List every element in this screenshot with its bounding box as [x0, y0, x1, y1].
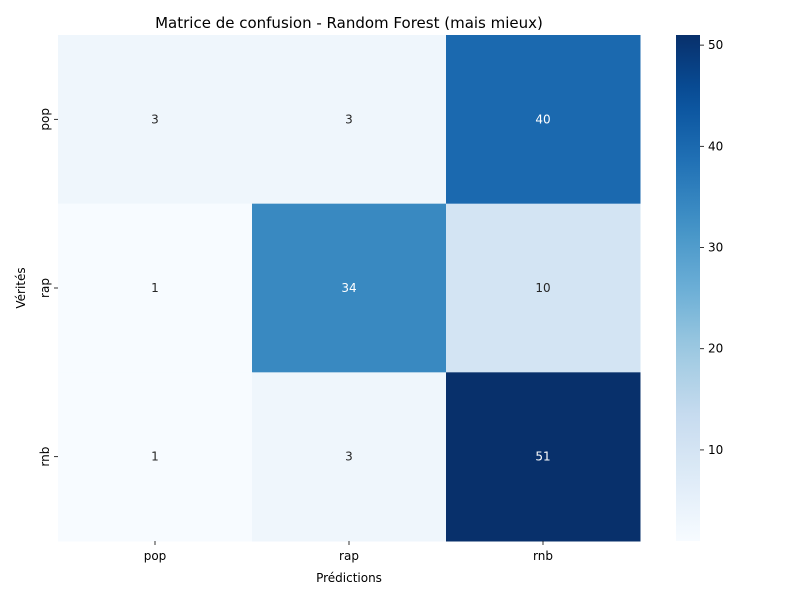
colorbar-ticks: 10 20 30 40 50	[700, 38, 723, 457]
cell-value-label: 1	[151, 281, 159, 295]
cell-value-label: 10	[535, 281, 550, 295]
cell-value-label: 3	[151, 112, 159, 126]
colorbar-tick-label: 30	[708, 241, 723, 255]
x-tick-label: rap	[339, 549, 359, 563]
y-axis-label: Vérités	[14, 267, 28, 308]
heatmap-cell	[446, 203, 641, 373]
cell-value-label: 3	[345, 112, 353, 126]
heatmap-cell	[58, 372, 253, 542]
y-tick-label: pop	[38, 108, 52, 131]
x-tick-label: rnb	[533, 549, 553, 563]
heatmap-cell	[58, 35, 253, 205]
cell-value-label: 40	[535, 112, 550, 126]
heatmap-cell	[58, 203, 253, 373]
heatmap-cell	[252, 35, 447, 205]
heatmap-cell	[252, 203, 447, 373]
cell-value-label: 1	[151, 450, 159, 464]
colorbar-tick-label: 20	[708, 342, 723, 356]
colorbar-tick-label: 10	[708, 443, 723, 457]
x-axis-label: Prédictions	[316, 571, 382, 585]
heatmap-cells: 3 3 40 1 34 10 1 3 51	[58, 35, 641, 542]
heatmap-cell	[252, 372, 447, 542]
colorbar	[676, 35, 700, 541]
cell-value-label: 51	[535, 450, 550, 464]
y-axis-ticks: pop rap rnb	[38, 108, 58, 467]
heatmap-cell	[446, 35, 641, 205]
colorbar-tick-label: 50	[708, 38, 723, 52]
cell-value-label: 34	[341, 281, 356, 295]
y-tick-label: rnb	[38, 447, 52, 467]
y-tick-label: rap	[38, 278, 52, 298]
x-axis-ticks: pop rap rnb	[144, 541, 553, 563]
colorbar-tick-label: 40	[708, 139, 723, 153]
cell-value-label: 3	[345, 450, 353, 464]
x-tick-label: pop	[144, 549, 167, 563]
chart-title: Matrice de confusion - Random Forest (ma…	[155, 14, 543, 32]
heatmap-cell	[446, 372, 641, 542]
